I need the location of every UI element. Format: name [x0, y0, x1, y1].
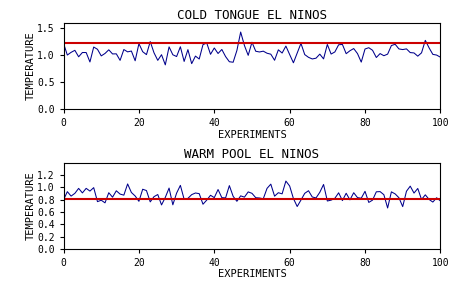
Y-axis label: TEMPERATURE: TEMPERATURE [25, 171, 35, 240]
X-axis label: EXPERIMENTS: EXPERIMENTS [217, 130, 286, 140]
X-axis label: EXPERIMENTS: EXPERIMENTS [217, 269, 286, 279]
Y-axis label: TEMPERATURE: TEMPERATURE [25, 32, 35, 100]
Title: WARM POOL EL NINOS: WARM POOL EL NINOS [184, 148, 320, 161]
Title: COLD TONGUE EL NINOS: COLD TONGUE EL NINOS [177, 9, 327, 22]
